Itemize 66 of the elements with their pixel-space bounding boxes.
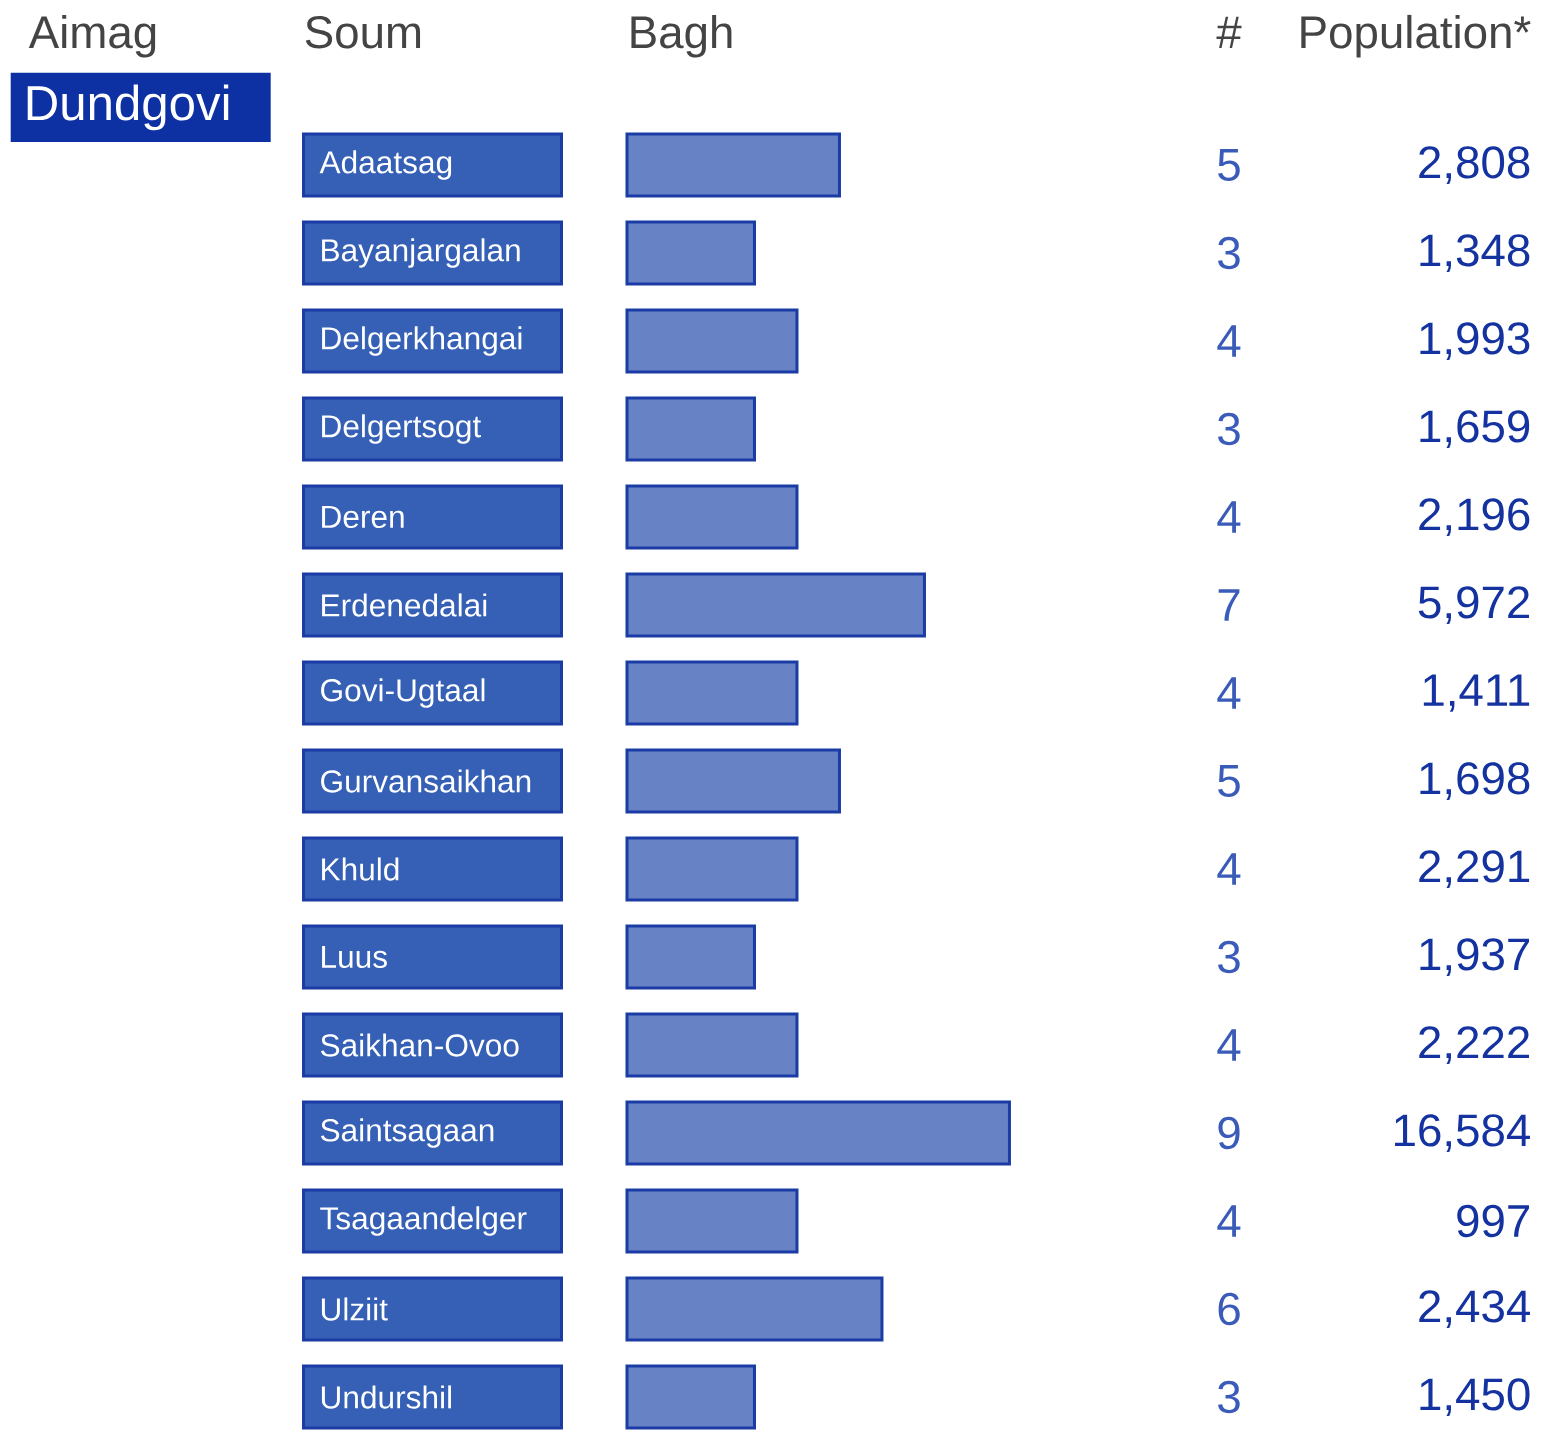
text: Dundgovi [27, 84, 229, 131]
bar [625, 748, 841, 814]
data-label: 16,584 [1395, 1114, 1530, 1152]
data-label: 2,808 [1419, 146, 1530, 184]
text: Aimag [28, 14, 156, 58]
data-label: 2,434 [1419, 1290, 1530, 1328]
y-tick-label: Govi-Ugtaal [321, 678, 485, 708]
data-label: 4 [1217, 325, 1241, 357]
data-label: 5 [1218, 149, 1240, 181]
data-label: 1,411 [1423, 674, 1530, 712]
data-label: 2,291 [1419, 850, 1530, 888]
bar [625, 1188, 799, 1254]
data-label: 4 [1217, 501, 1241, 533]
data-label: 1,659 [1420, 410, 1530, 448]
y-tick-label: Saikhan-Ovoo [320, 1033, 519, 1057]
bar [625, 836, 799, 902]
bar [625, 1364, 756, 1430]
text: # [1216, 16, 1242, 49]
x-axis-title: Bagh [631, 14, 732, 58]
data-label: 7 [1218, 589, 1240, 621]
y-tick-label: Delgerkhangai [322, 326, 522, 356]
bar [625, 396, 756, 462]
data-label: 1,348 [1420, 234, 1530, 272]
data-label: 2,196 [1419, 498, 1530, 536]
data-label: 1,698 [1420, 762, 1530, 800]
data-label: 9 [1218, 1116, 1240, 1150]
y-tick-label: Bayanjargalan [322, 238, 520, 268]
y-tick-label: Gurvansaikhan [321, 769, 531, 793]
y-tick-label: Deren [322, 505, 404, 529]
y-tick-label: Erdenedalai [322, 593, 487, 617]
y-tick-label: Ulziit [321, 1297, 388, 1321]
data-label: 4 [1217, 1029, 1241, 1061]
bar [625, 220, 756, 286]
bar [625, 1276, 884, 1342]
data-label: 6 [1218, 1292, 1240, 1326]
bar [625, 484, 799, 550]
y-tick-label: Delgertsogt [322, 414, 481, 444]
y-tick-label: Khuld [322, 857, 399, 881]
data-label: 1,993 [1420, 322, 1530, 360]
data-label: 3 [1218, 236, 1240, 270]
y-axis-title: Soum [305, 16, 421, 49]
data-label: 1,937 [1420, 938, 1529, 976]
y-tick-label: Luus [322, 945, 387, 969]
bar [625, 308, 799, 374]
bar [625, 1100, 1011, 1166]
data-label: 5 [1218, 765, 1240, 797]
data-label: 997 [1457, 1204, 1529, 1238]
bar [625, 660, 799, 726]
bar [625, 132, 841, 198]
data-label: 5,972 [1418, 586, 1529, 624]
data-label: 3 [1218, 940, 1240, 974]
bar [625, 572, 926, 638]
data-label: 1,450 [1420, 1378, 1530, 1416]
data-label: 2,222 [1419, 1026, 1529, 1064]
data-label: 3 [1218, 1380, 1240, 1414]
data-label: 4 [1217, 1205, 1241, 1237]
bar [625, 1012, 799, 1078]
y-tick-label: Tsagaandelger [320, 1206, 527, 1236]
bar [625, 924, 756, 990]
y-tick-label: Saintsagaan [320, 1118, 494, 1148]
data-label: 4 [1217, 677, 1241, 709]
text: Population* [1301, 14, 1531, 58]
y-tick-label: Undurshil [321, 1385, 451, 1409]
data-label: 3 [1218, 412, 1240, 446]
data-label: 4 [1217, 853, 1241, 885]
y-tick-label: Adaatsag [319, 150, 452, 180]
